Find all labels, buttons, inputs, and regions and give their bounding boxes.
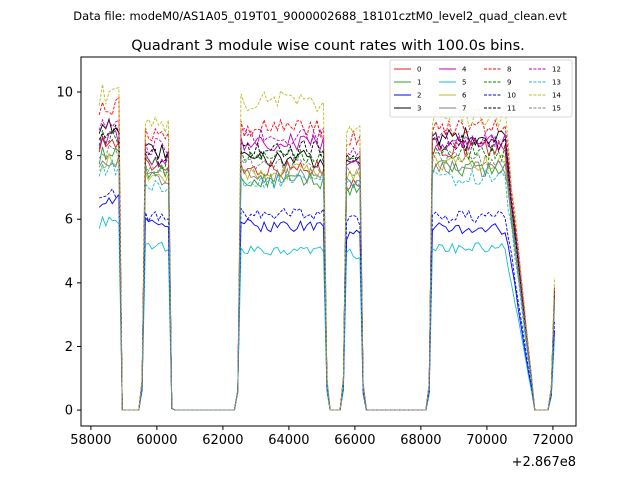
- legend-label-14: 14: [552, 92, 561, 100]
- legend-label-10: 10: [507, 92, 516, 100]
- x-tick-label: 68000: [400, 433, 441, 448]
- legend-label-5: 5: [462, 79, 466, 87]
- figure-suptitle: Data file: modeM0/AS1A05_019T01_90000026…: [73, 9, 567, 23]
- legend-label-8: 8: [507, 66, 511, 74]
- legend-label-6: 6: [462, 92, 467, 100]
- legend-box: [389, 59, 573, 118]
- legend-label-15: 15: [552, 105, 561, 113]
- x-tick-label: 58000: [70, 433, 111, 448]
- legend-label-3: 3: [417, 105, 421, 113]
- legend-label-7: 7: [462, 105, 466, 113]
- legend-label-1: 1: [417, 79, 421, 87]
- y-tick-label: 8: [65, 149, 73, 164]
- legend-label-12: 12: [552, 66, 561, 74]
- x-axis-offset-label: +2.867e8: [512, 455, 576, 470]
- x-tick-label: 70000: [466, 433, 507, 448]
- y-tick-label: 10: [56, 85, 73, 100]
- axes-frame: [80, 56, 577, 427]
- y-tick-label: 4: [65, 276, 73, 291]
- plot-area: 58000 60000 62000 64000 66000 68000 70000 72000…: [56, 56, 577, 470]
- legend-label-4: 4: [462, 66, 467, 74]
- y-axis: 0 2 4 6 8 10: [56, 85, 81, 419]
- legend-label-0: 0: [417, 66, 421, 74]
- x-tick-label: 72000: [532, 433, 573, 448]
- series-line-8: [98, 95, 555, 411]
- x-tick-label: 64000: [268, 433, 309, 448]
- legend-label-13: 13: [552, 79, 561, 87]
- x-tick-label: 66000: [334, 433, 375, 448]
- series-line-15: [98, 144, 555, 411]
- legend-label-9: 9: [507, 79, 511, 87]
- chart-title: Quadrant 3 module wise count rates with …: [131, 38, 525, 54]
- legend-label-2: 2: [417, 92, 421, 100]
- x-tick-label: 62000: [202, 433, 243, 448]
- series-layer: [98, 84, 555, 411]
- y-tick-label: 6: [65, 213, 73, 228]
- y-tick-label: 0: [65, 404, 73, 419]
- y-tick-label: 2: [65, 340, 73, 355]
- legend-label-11: 11: [507, 105, 516, 113]
- x-axis: 58000 60000 62000 64000 66000 68000 70000 72000: [70, 426, 574, 448]
- x-tick-label: 60000: [136, 433, 177, 448]
